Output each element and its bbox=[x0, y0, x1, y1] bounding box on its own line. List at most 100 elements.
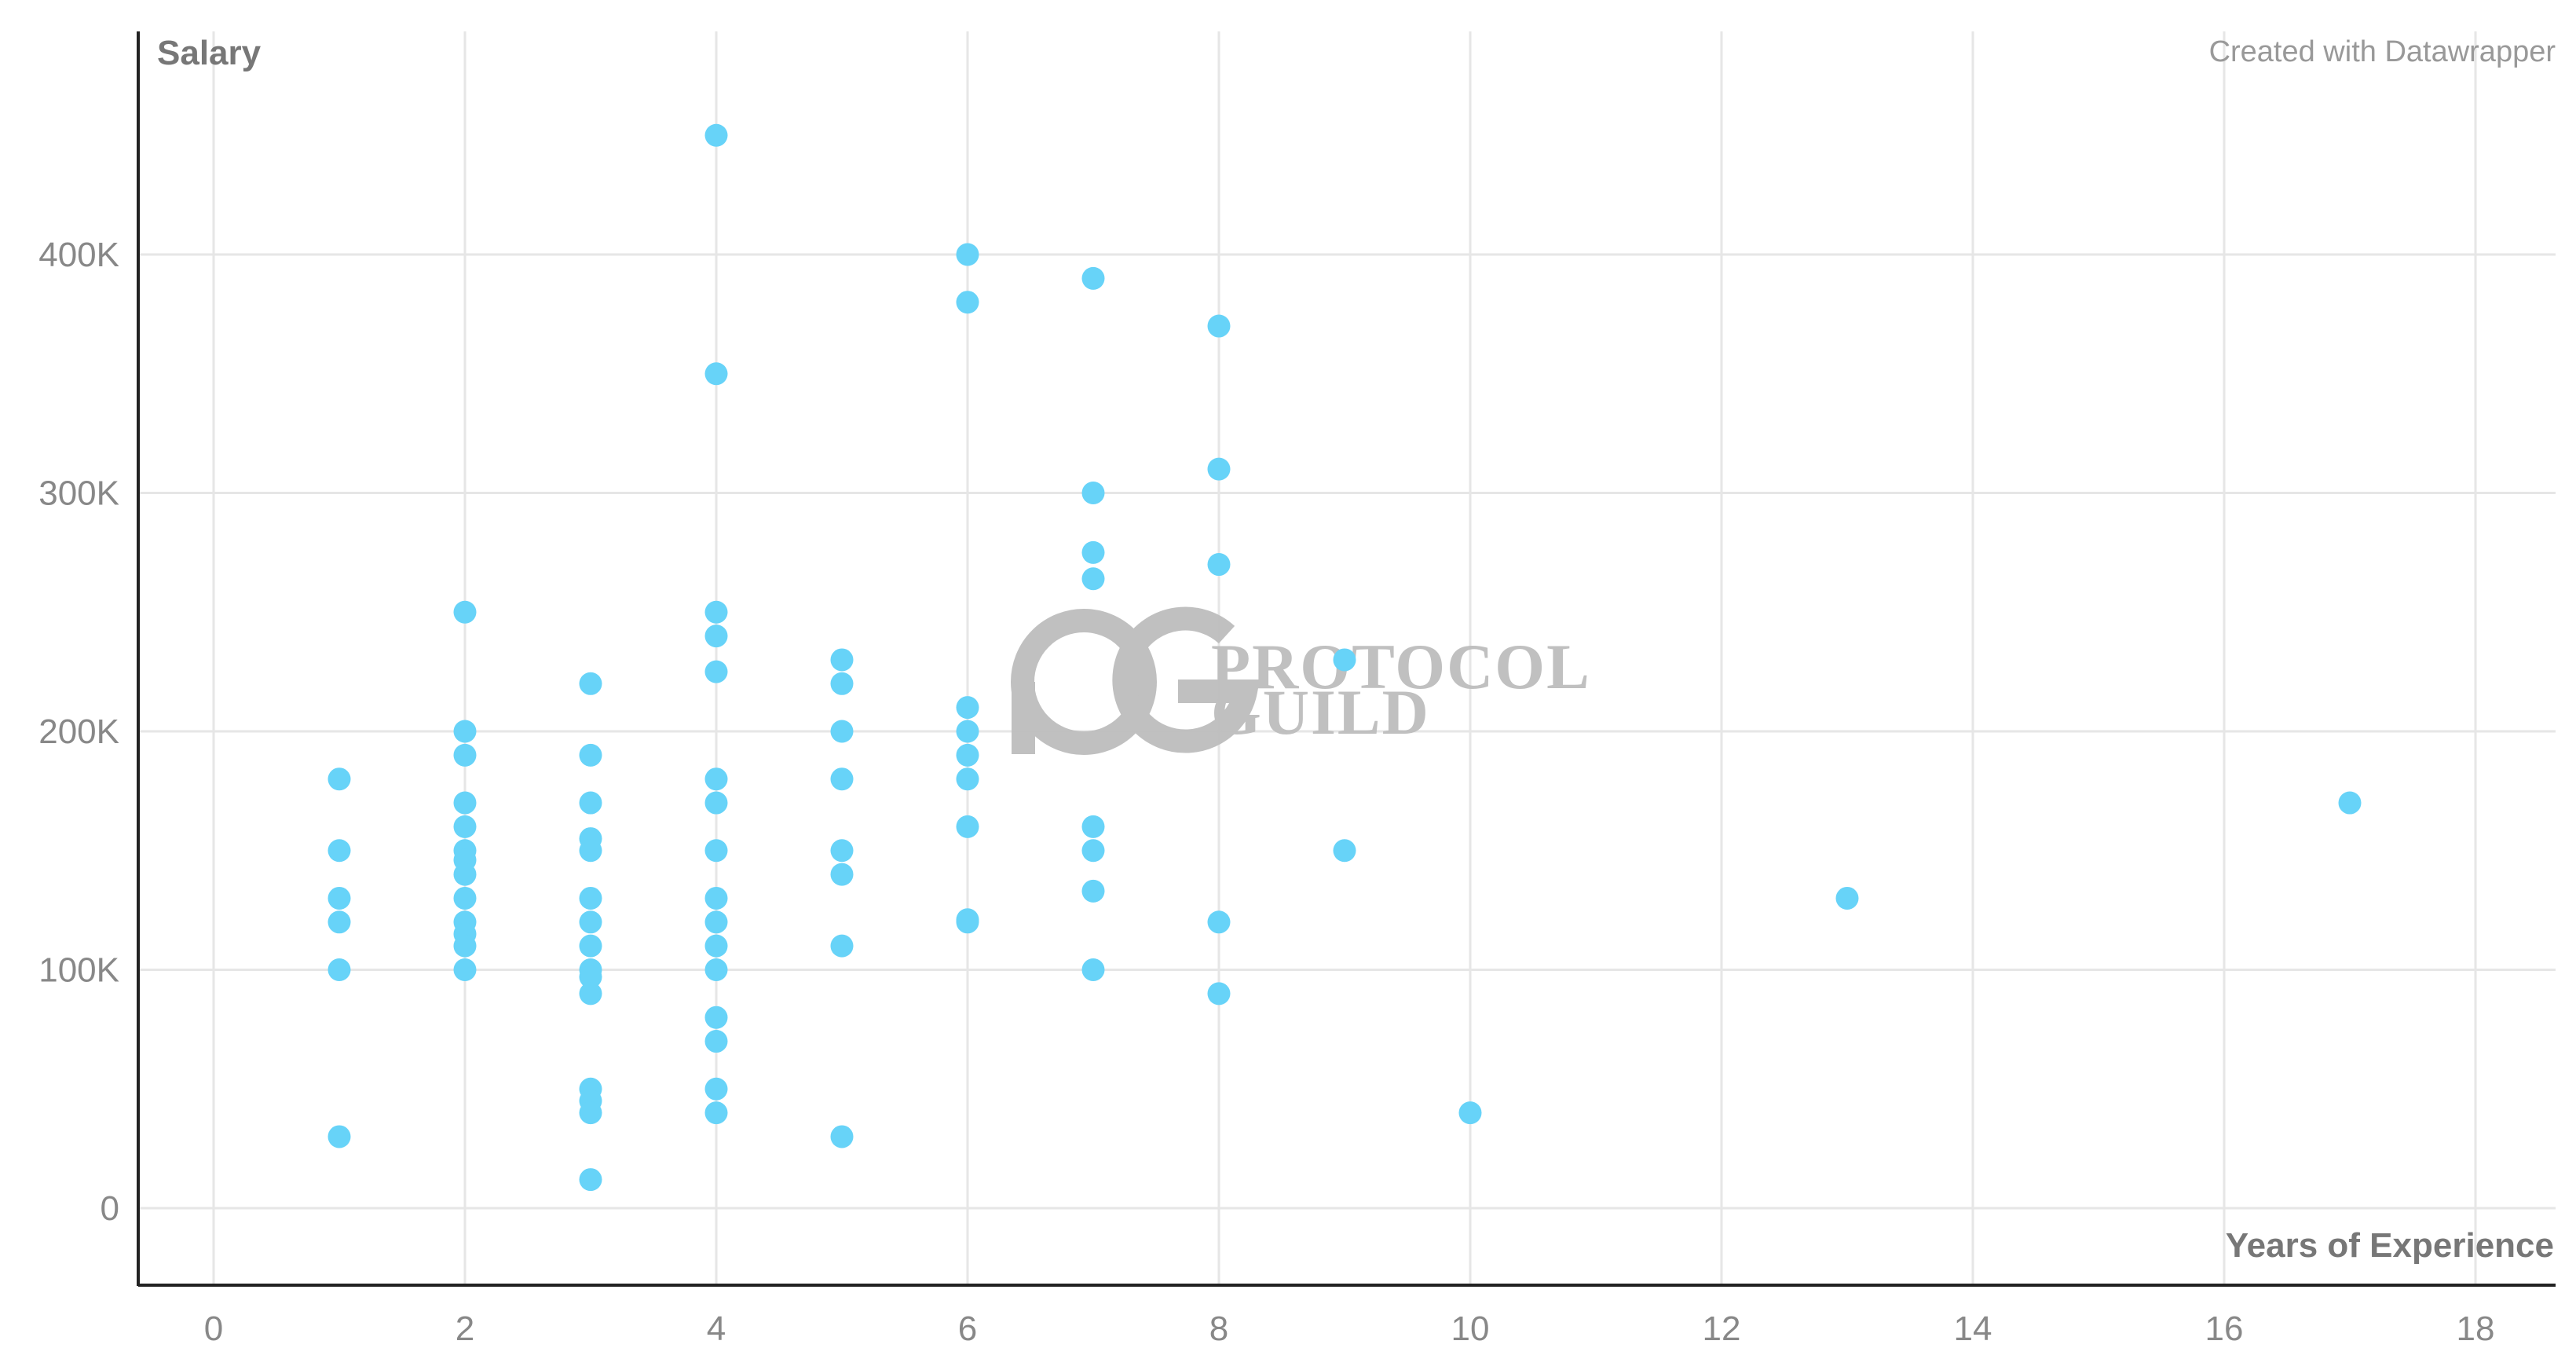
scatter-point[interactable] bbox=[956, 910, 979, 934]
scatter-point[interactable] bbox=[704, 1030, 728, 1053]
scatter-point[interactable] bbox=[453, 863, 477, 886]
scatter-point[interactable] bbox=[453, 934, 477, 958]
x-tick-label: 14 bbox=[1954, 1310, 1992, 1348]
datawrapper-credit[interactable]: Created with Datawrapper bbox=[2209, 35, 2556, 68]
scatter-point[interactable] bbox=[1081, 958, 1105, 981]
y-tick-labels: 0 100K 200K 300K 400K bbox=[38, 236, 119, 1228]
protocol-guild-watermark: PROTOCOL GUILD bbox=[1011, 606, 1590, 755]
scatter-point[interactable] bbox=[327, 910, 351, 934]
x-tick-label: 8 bbox=[1209, 1310, 1228, 1348]
x-tick-labels: 0 2 4 6 8 10 12 14 16 18 bbox=[204, 1310, 2495, 1348]
scatter-point[interactable] bbox=[1207, 982, 1231, 1006]
scatter-point[interactable] bbox=[704, 958, 728, 981]
scatter-point[interactable] bbox=[704, 625, 728, 648]
scatter-point[interactable] bbox=[1081, 815, 1105, 838]
scatter-point[interactable] bbox=[830, 934, 854, 958]
scatter-point[interactable] bbox=[704, 362, 728, 386]
scatter-point[interactable] bbox=[579, 672, 602, 695]
scatter-point[interactable] bbox=[1081, 879, 1105, 903]
scatter-point[interactable] bbox=[830, 767, 854, 791]
scatter-point[interactable] bbox=[1081, 567, 1105, 591]
x-tick-label: 10 bbox=[1451, 1310, 1490, 1348]
scatter-point[interactable] bbox=[704, 886, 728, 910]
scatter-point[interactable] bbox=[830, 720, 854, 743]
scatter-point[interactable] bbox=[453, 791, 477, 815]
scatter-point[interactable] bbox=[1835, 886, 1859, 910]
scatter-point[interactable] bbox=[830, 648, 854, 672]
scatter-point[interactable] bbox=[453, 886, 477, 910]
scatter-point[interactable] bbox=[956, 815, 979, 838]
scatter-point[interactable] bbox=[704, 600, 728, 624]
x-tick-label: 12 bbox=[1703, 1310, 1741, 1348]
x-tick-label: 16 bbox=[2205, 1310, 2244, 1348]
scatter-point[interactable] bbox=[579, 743, 602, 767]
y-tick-label: 300K bbox=[38, 474, 119, 513]
scatter-point[interactable] bbox=[1081, 266, 1105, 290]
scatter-point[interactable] bbox=[1081, 482, 1105, 504]
scatter-point[interactable] bbox=[1207, 553, 1231, 577]
y-tick-label: 100K bbox=[38, 951, 119, 990]
scatter-point[interactable] bbox=[1333, 839, 1356, 863]
scatter-point[interactable] bbox=[327, 767, 351, 791]
scatter-point[interactable] bbox=[327, 886, 351, 910]
data-points bbox=[327, 123, 2362, 1192]
y-axis-title: Salary bbox=[157, 34, 262, 72]
scatter-point[interactable] bbox=[1333, 648, 1356, 672]
scatter-point[interactable] bbox=[704, 1101, 728, 1125]
x-tick-label: 2 bbox=[456, 1310, 474, 1348]
scatter-point[interactable] bbox=[453, 815, 477, 838]
scatter-point[interactable] bbox=[579, 1168, 602, 1192]
scatter-point[interactable] bbox=[579, 910, 602, 934]
scatter-point[interactable] bbox=[704, 1077, 728, 1101]
scatter-point[interactable] bbox=[956, 696, 979, 720]
scatter-point[interactable] bbox=[704, 123, 728, 147]
scatter-point[interactable] bbox=[579, 934, 602, 958]
scatter-point[interactable] bbox=[956, 720, 979, 743]
y-tick-label: 400K bbox=[38, 236, 119, 274]
scatter-point[interactable] bbox=[1081, 839, 1105, 863]
gridlines bbox=[140, 31, 2556, 1284]
scatter-point[interactable] bbox=[1207, 457, 1231, 481]
scatter-point[interactable] bbox=[830, 839, 854, 863]
protocol-guild-logo bbox=[1011, 606, 1261, 755]
scatter-point[interactable] bbox=[704, 839, 728, 863]
scatter-point[interactable] bbox=[579, 886, 602, 910]
y-tick-label: 0 bbox=[101, 1189, 119, 1228]
x-tick-label: 18 bbox=[2457, 1310, 2495, 1348]
scatter-point[interactable] bbox=[453, 720, 477, 743]
x-tick-label: 0 bbox=[204, 1310, 223, 1348]
scatter-point[interactable] bbox=[579, 839, 602, 863]
scatter-point[interactable] bbox=[327, 1125, 351, 1148]
scatter-point[interactable] bbox=[579, 791, 602, 815]
scatter-point[interactable] bbox=[704, 660, 728, 683]
scatter-point[interactable] bbox=[1458, 1101, 1482, 1125]
scatter-point[interactable] bbox=[956, 743, 979, 767]
scatter-point[interactable] bbox=[2338, 791, 2362, 815]
scatter-point[interactable] bbox=[830, 672, 854, 695]
scatter-point[interactable] bbox=[579, 982, 602, 1006]
watermark-line-2: GUILD bbox=[1211, 676, 1430, 748]
scatter-point[interactable] bbox=[830, 863, 854, 886]
scatter-point[interactable] bbox=[704, 791, 728, 815]
scatter-point[interactable] bbox=[956, 767, 979, 791]
scatter-point[interactable] bbox=[579, 1101, 602, 1125]
scatter-point[interactable] bbox=[453, 958, 477, 981]
scatter-point[interactable] bbox=[956, 243, 979, 266]
scatter-point[interactable] bbox=[704, 1006, 728, 1029]
scatter-point[interactable] bbox=[956, 291, 979, 314]
scatter-point[interactable] bbox=[327, 958, 351, 981]
scatter-point[interactable] bbox=[453, 743, 477, 767]
scatter-point[interactable] bbox=[704, 934, 728, 958]
x-tick-label: 4 bbox=[707, 1310, 726, 1348]
scatter-point[interactable] bbox=[704, 910, 728, 934]
scatter-point[interactable] bbox=[1207, 314, 1231, 338]
scatter-point[interactable] bbox=[327, 839, 351, 863]
scatter-point[interactable] bbox=[453, 600, 477, 624]
scatter-point[interactable] bbox=[1081, 540, 1105, 564]
scatter-point[interactable] bbox=[579, 965, 602, 989]
scatter-point[interactable] bbox=[1207, 910, 1231, 934]
scatter-point[interactable] bbox=[830, 1125, 854, 1148]
scatter-point[interactable] bbox=[704, 767, 728, 791]
